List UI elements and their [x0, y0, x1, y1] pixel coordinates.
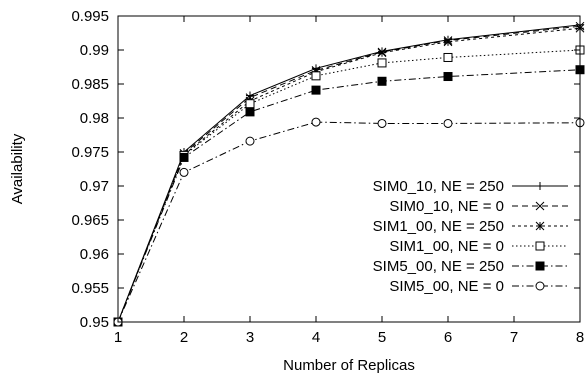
- data-point: [443, 118, 453, 128]
- y-tick-label: 0.95: [80, 314, 109, 331]
- legend-item: SIM1_00, NE = 250: [373, 218, 568, 235]
- legend-label: SIM0_10, NE = 250: [373, 178, 504, 195]
- legend-item: SIM5_00, NE = 0: [389, 278, 568, 295]
- data-point: [311, 85, 321, 95]
- marker-shape: [443, 118, 453, 128]
- marker-shape: [311, 71, 321, 81]
- marker-shape: [311, 117, 321, 127]
- marker-shape: [179, 152, 189, 162]
- data-point: [535, 201, 545, 211]
- series-line: [117, 69, 581, 323]
- data-point: [536, 182, 544, 190]
- marker-shape: [535, 241, 545, 251]
- marker-shape: [535, 281, 545, 291]
- marker-shape: [535, 261, 545, 271]
- data-point: [377, 58, 387, 68]
- legend-item: SIM0_10, NE = 0: [389, 198, 568, 215]
- marker-stroke: [443, 37, 453, 47]
- y-tick-label: 0.955: [71, 280, 109, 297]
- legend-item: SIM0_10, NE = 250: [373, 178, 568, 195]
- marker-stroke: [535, 201, 545, 211]
- data-point: [535, 261, 545, 271]
- marker-shape: [377, 58, 387, 68]
- data-point: [311, 71, 321, 81]
- marker-shape: [377, 76, 387, 86]
- x-tick-label: 1: [114, 329, 122, 346]
- data-point: [443, 72, 453, 82]
- y-tick-label: 0.99: [80, 42, 109, 59]
- data-point: [245, 107, 255, 117]
- x-tick-label: 2: [180, 329, 188, 346]
- marker-stroke: [535, 221, 545, 231]
- data-point: [245, 136, 255, 146]
- legend-label: SIM0_10, NE = 0: [389, 198, 504, 215]
- data-point: [311, 117, 321, 127]
- legend: SIM0_10, NE = 250 SIM0_10, NE = 0 SIM1_00,…: [373, 178, 568, 295]
- marker-stroke: [377, 48, 387, 58]
- data-point: [377, 76, 387, 86]
- x-tick-label: 5: [378, 329, 386, 346]
- marker-shape: [179, 167, 189, 177]
- ticks-layer: 1 2 3 4 5 6 7 8 0.95 0.955 0.96 0.965 0.97 0.975 0.98 0…: [71, 8, 584, 346]
- y-tick-label: 0.985: [71, 76, 109, 93]
- marker-shape: [443, 52, 453, 62]
- data-point: [245, 99, 255, 109]
- y-tick-label: 0.96: [80, 246, 109, 263]
- marker-shape: [377, 118, 387, 128]
- data-point: [377, 118, 387, 128]
- series-layer: [113, 20, 585, 327]
- x-tick-label: 4: [312, 329, 320, 346]
- data-point: [535, 221, 545, 231]
- plot-frame: [117, 15, 581, 323]
- data-point: [443, 37, 453, 47]
- marker-shape: [311, 85, 321, 95]
- x-tick-label: 7: [510, 329, 518, 346]
- legend-item: SIM5_00, NE = 250: [373, 258, 568, 275]
- x-axis-label: Number of Replicas: [283, 357, 415, 374]
- legend-label: SIM1_00, NE = 250: [373, 218, 504, 235]
- y-tick-label: 0.98: [80, 110, 109, 127]
- legend-label: SIM1_00, NE = 0: [389, 238, 504, 255]
- y-axis-label: Availability: [9, 133, 26, 204]
- y-tick-label: 0.975: [71, 144, 109, 161]
- legend-label: SIM5_00, NE = 250: [373, 258, 504, 275]
- y-tick-label: 0.995: [71, 8, 109, 25]
- x-tick-label: 8: [576, 329, 584, 346]
- data-point: [179, 167, 189, 177]
- data-point: [535, 241, 545, 251]
- x-tick-label: 3: [246, 329, 254, 346]
- y-tick-label: 0.97: [80, 178, 109, 195]
- y-tick-label: 0.965: [71, 212, 109, 229]
- x-tick-label: 6: [444, 329, 452, 346]
- marker-shape: [245, 99, 255, 109]
- marker-shape: [443, 72, 453, 82]
- series-5: [113, 65, 585, 327]
- data-point: [179, 152, 189, 162]
- marker-shape: [245, 136, 255, 146]
- legend-item: SIM1_00, NE = 0: [389, 238, 568, 255]
- data-point: [535, 281, 545, 291]
- data-point: [443, 52, 453, 62]
- series-line: [117, 49, 581, 323]
- legend-label: SIM5_00, NE = 0: [389, 278, 504, 295]
- data-point: [377, 48, 387, 58]
- marker-shape: [245, 107, 255, 117]
